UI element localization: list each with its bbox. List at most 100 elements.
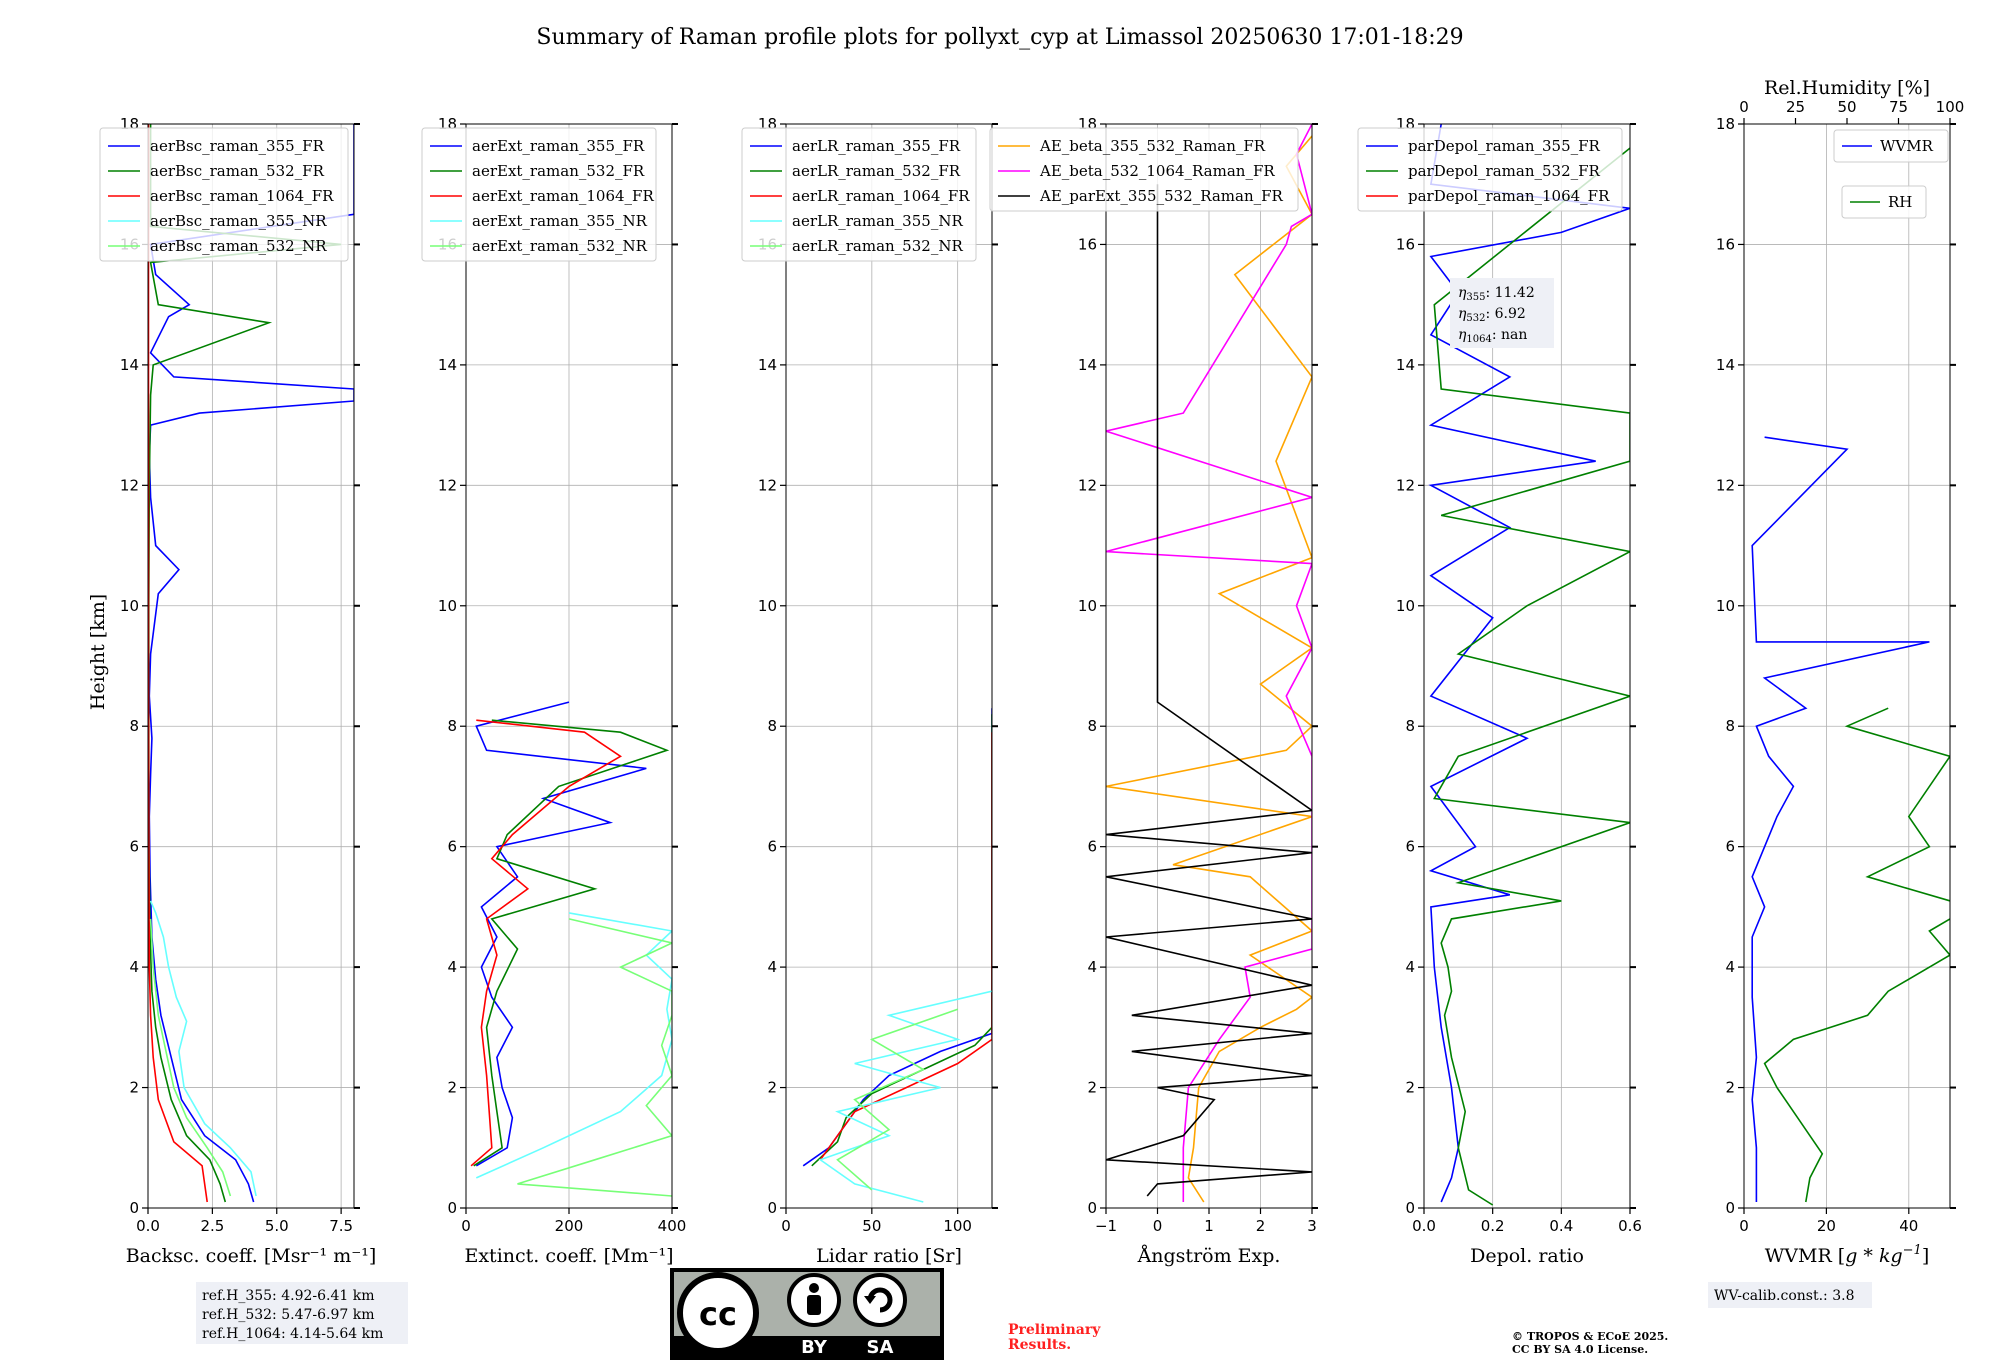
depol-xtick-label-2: 0.4 (1549, 1217, 1573, 1235)
by-label: BY (801, 1337, 828, 1358)
wv-ytick-label-9: 18 (1716, 115, 1735, 133)
lr-series-aerLR_raman_532_NR (836, 1008, 958, 1191)
bsc-xtick-label-3: 7.5 (329, 1217, 353, 1235)
wv-x2tick-label-1: 25 (1786, 98, 1805, 116)
ae-ytick-label-3: 6 (1087, 838, 1097, 856)
wv-xtick-label-0: 0 (1739, 1217, 1749, 1235)
depol-ytick-label-3: 6 (1405, 838, 1415, 856)
depol-ytick-label-1: 2 (1405, 1079, 1415, 1097)
bsc-ytick-label-7: 14 (120, 356, 139, 374)
legend-label-aerLR_raman_532_NR: aerLR_raman_532_NR (792, 237, 963, 255)
ref-h-532: ref.H_532: 5.47-6.97 km (202, 1307, 375, 1323)
wv-xtick-label-2: 40 (1899, 1217, 1918, 1235)
depol-xlabel: Depol. ratio (1470, 1245, 1584, 1267)
wv-ytick-label-8: 16 (1716, 235, 1735, 253)
lr-ytick-label-5: 10 (758, 597, 777, 615)
legend-label-AE_beta_355_532_Raman_FR: AE_beta_355_532_Raman_FR (1039, 137, 1266, 155)
lr-xtick-label-0: 0 (781, 1217, 791, 1235)
bsc-xtick-label-2: 5.0 (265, 1217, 289, 1235)
cc-license-badge: cc BY SA (670, 1268, 944, 1360)
legend-label-aerExt_raman_532_NR: aerExt_raman_532_NR (472, 237, 648, 255)
lr-series-aerLR_raman_355_NR (818, 990, 992, 1203)
depol-ytick-label-2: 4 (1405, 958, 1415, 976)
ae-xtick-label-2: 1 (1204, 1217, 1214, 1235)
legend-item-WVMR: WVMR (1833, 129, 1949, 163)
bsc-ytick-label-5: 10 (120, 597, 139, 615)
depol-ytick-label-6: 12 (1396, 476, 1415, 494)
legend-label-aerBsc_raman_355_NR: aerBsc_raman_355_NR (150, 212, 327, 230)
eta-box: η355: 11.42 η532: 6.92 η1064: nan (1450, 278, 1554, 348)
ref-height-box: ref.H_355: 4.92-6.41 km ref.H_532: 5.47-… (196, 1282, 408, 1344)
depol-ytick-label-0: 0 (1405, 1199, 1415, 1217)
ae-series-AE_parExt_355_532_Raman_FR (1106, 184, 1312, 1197)
eta-532: η532: 6.92 (1458, 306, 1526, 324)
ae-xtick-label-1: 0 (1153, 1217, 1163, 1235)
ae-xlabel: Ångström Exp. (1137, 1245, 1281, 1267)
wv-ytick-label-7: 14 (1716, 356, 1735, 374)
legend-label-parDepol_raman_355_FR: parDepol_raman_355_FR (1408, 137, 1601, 155)
ext-series-aerExt_raman_532_FR (473, 719, 670, 1167)
legend-label-AE_parExt_355_532_Raman_FR: AE_parExt_355_532_Raman_FR (1039, 187, 1284, 205)
ext-ytick-label-2: 4 (447, 958, 457, 976)
wv-x2label: Rel.Humidity [%] (1764, 77, 1930, 99)
ae-series-AE_beta_355_532_Raman_FR (1106, 135, 1312, 1203)
legend-label-aerBsc_raman_1064_FR: aerBsc_raman_1064_FR (150, 187, 334, 205)
legend-depol: parDepol_raman_355_FR parDepol_raman_532_… (1357, 127, 1623, 212)
ref-h-355: ref.H_355: 4.92-6.41 km (202, 1288, 375, 1304)
bsc-xlabel: Backsc. coeff. [Msr⁻¹ m⁻¹] (126, 1245, 377, 1267)
lr-xlabel: Lidar ratio [Sr] (816, 1245, 962, 1267)
copyright-line1: © TROPOS & ECoE 2025. (1512, 1330, 1668, 1343)
bsc-ytick-label-0: 0 (129, 1199, 139, 1217)
legend-label-aerLR_raman_355_NR: aerLR_raman_355_NR (792, 212, 963, 230)
legend-label-aerBsc_raman_532_FR: aerBsc_raman_532_FR (150, 162, 325, 180)
lr-frame (785, 123, 993, 1209)
ae-series-AE_beta_532_1064_Raman_FR (1106, 124, 1312, 1202)
sa-share-alike-icon (853, 1273, 907, 1327)
depol-ytick-label-5: 10 (1396, 597, 1415, 615)
legend-item-RH: RH (1841, 185, 1927, 219)
ae-xtick-label-3: 2 (1256, 1217, 1266, 1235)
preliminary-line2: Results. (1008, 1337, 1071, 1353)
depol-xtick-label-1: 0.2 (1481, 1217, 1505, 1235)
legend-label-aerExt_raman_355_FR: aerExt_raman_355_FR (472, 137, 645, 155)
wv-series-RH (1763, 707, 1950, 1203)
ext-xtick-label-0: 0 (461, 1217, 471, 1235)
legend-label-aerExt_raman_355_NR: aerExt_raman_355_NR (472, 212, 648, 230)
wv-ytick-label-2: 4 (1725, 958, 1735, 976)
bsc-xtick-label-0: 0.0 (136, 1217, 160, 1235)
depol-ytick-label-7: 14 (1396, 356, 1415, 374)
depol-ytick-label-4: 8 (1405, 717, 1415, 735)
ext-ytick-label-1: 2 (447, 1079, 457, 1097)
wv-ytick-label-3: 6 (1725, 838, 1735, 856)
lr-xtick-label-1: 50 (862, 1217, 881, 1235)
wv-ytick-label-1: 2 (1725, 1079, 1735, 1097)
ext-xtick-label-1: 200 (555, 1217, 584, 1235)
cc-logo-icon (677, 1272, 759, 1354)
bsc-frame (147, 123, 355, 1209)
ext-ytick-label-0: 0 (447, 1199, 457, 1217)
legend-label-aerBsc_raman_532_NR: aerBsc_raman_532_NR (150, 237, 327, 255)
wv-calib-box: WV-calib.const.: 3.8 (1708, 1282, 1872, 1308)
legend-lr: aerLR_raman_355_FR aerLR_raman_532_FR aerL… (741, 127, 977, 262)
wv-series-WVMR (1751, 436, 1930, 1202)
wv-ytick-label-6: 12 (1716, 476, 1735, 494)
legend-label-AE_beta_532_1064_Raman_FR: AE_beta_532_1064_Raman_FR (1039, 162, 1275, 180)
wv-ytick-label-0: 0 (1725, 1199, 1735, 1217)
wv-xtick-label-1: 20 (1817, 1217, 1836, 1235)
legend-label-aerLR_raman_1064_FR: aerLR_raman_1064_FR (792, 187, 970, 205)
bsc-xtick-label-1: 2.5 (200, 1217, 224, 1235)
lr-ytick-label-0: 0 (767, 1199, 777, 1217)
ext-ytick-label-3: 6 (447, 838, 457, 856)
ext-ytick-label-7: 14 (438, 356, 457, 374)
ext-xtick-label-2: 400 (658, 1217, 687, 1235)
ext-series-aerExt_raman_532_NR (517, 918, 672, 1197)
eta-1064: η1064: nan (1458, 327, 1527, 345)
legend-label-aerExt_raman_1064_FR: aerExt_raman_1064_FR (472, 187, 654, 205)
legend-label-parDepol_raman_532_FR: parDepol_raman_532_FR (1408, 162, 1601, 180)
wv-calib-const: WV-calib.const.: 3.8 (1714, 1288, 1854, 1304)
lr-ytick-label-3: 6 (767, 838, 777, 856)
ref-h-1064: ref.H_1064: 4.14-5.64 km (202, 1326, 383, 1342)
